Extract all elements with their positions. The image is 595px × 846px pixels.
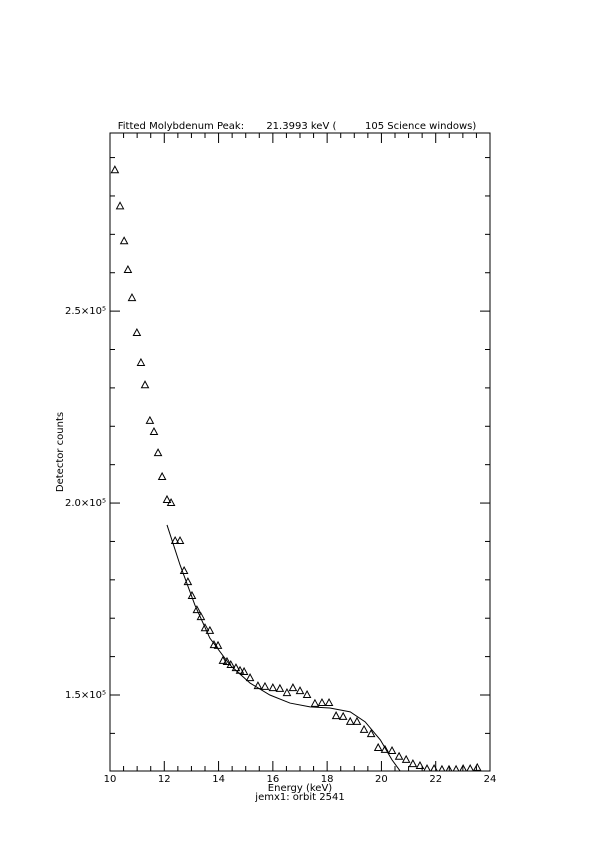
fit-curve <box>166 524 401 771</box>
data-point <box>472 762 482 771</box>
data-point <box>218 655 228 664</box>
data-point <box>408 759 418 768</box>
data-point <box>127 293 137 302</box>
data-point <box>459 764 467 771</box>
data-point <box>119 236 129 245</box>
data-point <box>380 744 390 753</box>
data-point <box>275 683 285 692</box>
data-point <box>438 764 446 771</box>
data-point <box>338 711 348 720</box>
data-point <box>445 764 453 771</box>
data-point <box>175 536 185 545</box>
data-point <box>245 673 255 682</box>
data-point <box>415 760 425 770</box>
data-point <box>268 683 278 692</box>
x-tick-label: 22 <box>429 774 442 785</box>
data-point <box>132 327 142 336</box>
x-tick-label: 10 <box>104 774 117 785</box>
axes <box>109 133 491 771</box>
data-point <box>288 683 298 692</box>
data-point <box>209 640 219 649</box>
data-point <box>331 711 341 720</box>
x-tick-label: 16 <box>266 774 279 785</box>
subtitle: jemx1: orbit 2541 <box>254 792 344 803</box>
data-point <box>205 625 215 634</box>
data-point <box>282 688 292 697</box>
data-point <box>430 764 438 771</box>
x-tick-label: 14 <box>212 774 225 785</box>
data-point <box>239 666 249 675</box>
y-axis-label: Detector counts <box>55 412 66 492</box>
x-tick-label: 24 <box>484 774 497 785</box>
data-point <box>345 716 355 725</box>
data-point <box>222 656 232 665</box>
data-point <box>136 357 146 366</box>
data-point <box>253 681 263 690</box>
data-point <box>401 754 411 763</box>
data-point <box>162 494 172 503</box>
data-point <box>153 448 163 457</box>
data-point <box>149 426 159 436</box>
plot-area <box>110 165 482 771</box>
data-point <box>373 742 383 751</box>
data-point <box>359 724 369 733</box>
y-tick-label: 2.0×10⁵ <box>65 498 106 509</box>
y-tick-label: 2.5×10⁵ <box>65 306 106 317</box>
data-point <box>423 764 431 771</box>
data-point <box>366 729 376 738</box>
data-point <box>387 745 397 755</box>
plot-frame <box>109 132 491 772</box>
data-point <box>145 415 155 424</box>
x-tick-label: 18 <box>321 774 334 785</box>
data-point <box>295 686 305 695</box>
data-point <box>317 697 327 707</box>
data-point <box>170 536 180 545</box>
y-tick-label: 1.5×10⁵ <box>65 690 106 701</box>
data-point <box>260 681 270 690</box>
data-point <box>324 697 334 707</box>
data-point <box>394 751 404 760</box>
data-point <box>310 698 320 707</box>
data-point <box>235 665 245 674</box>
x-axis-label: Energy (keV) <box>268 783 333 794</box>
data-point <box>115 201 125 210</box>
chart-title: Fitted Molybdenum Peak: 21.3993 keV ( 10… <box>118 121 477 132</box>
data-point <box>452 764 460 771</box>
data-point <box>200 623 210 632</box>
data-point <box>166 498 176 507</box>
data-point <box>466 764 474 771</box>
data-point <box>192 605 202 614</box>
data-point <box>302 689 312 698</box>
data-point <box>157 471 167 480</box>
data-point <box>123 264 133 274</box>
x-tick-label: 20 <box>375 774 388 785</box>
data-point <box>140 380 150 389</box>
x-tick-label: 12 <box>158 774 171 785</box>
data-point <box>110 165 120 174</box>
data-point <box>352 716 362 725</box>
